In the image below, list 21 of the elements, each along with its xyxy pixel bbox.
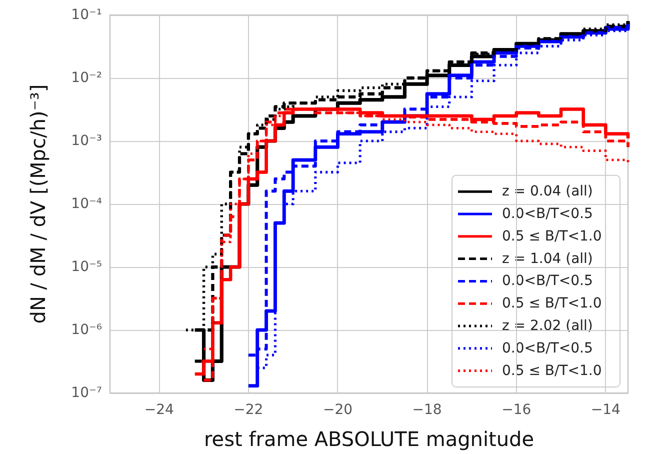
x-tick-label: −22 <box>234 402 264 418</box>
y-axis-title: dN / dM / dV [(Mpc/h)⁻³] <box>26 84 50 324</box>
x-tick-label: −16 <box>502 402 532 418</box>
y-tick-label: 10⁻¹ <box>71 7 102 23</box>
legend-label: 0.0<B/T<0.5 <box>502 206 593 222</box>
x-tick-label: −20 <box>322 402 353 418</box>
legend-label: 0.0<B/T<0.5 <box>502 273 593 290</box>
legend-label: 0.5 ≤ B/T<1.0 <box>502 362 602 379</box>
x-tick-label: −14 <box>590 402 621 418</box>
x-tick-label: −24 <box>144 402 174 418</box>
y-tick-label: 10⁻³ <box>71 133 102 149</box>
y-tick-label: 10⁻⁴ <box>71 196 102 212</box>
legend-label: 0.5 ≤ B/T<1.0 <box>502 228 602 244</box>
y-tick-label: 10⁻⁷ <box>71 385 102 401</box>
legend-label: 0.5 ≤ B/T<1.0 <box>502 296 602 312</box>
x-axis-title: rest frame ABSOLUTE magnitude <box>204 427 534 451</box>
x-tick-label: −18 <box>412 402 442 418</box>
y-tick-label: 10⁻² <box>71 70 102 86</box>
y-tick-label: 10⁻⁵ <box>71 259 102 275</box>
y-tick-label: 10⁻⁶ <box>71 322 102 338</box>
legend-label: 0.0<B/T<0.5 <box>502 340 593 356</box>
